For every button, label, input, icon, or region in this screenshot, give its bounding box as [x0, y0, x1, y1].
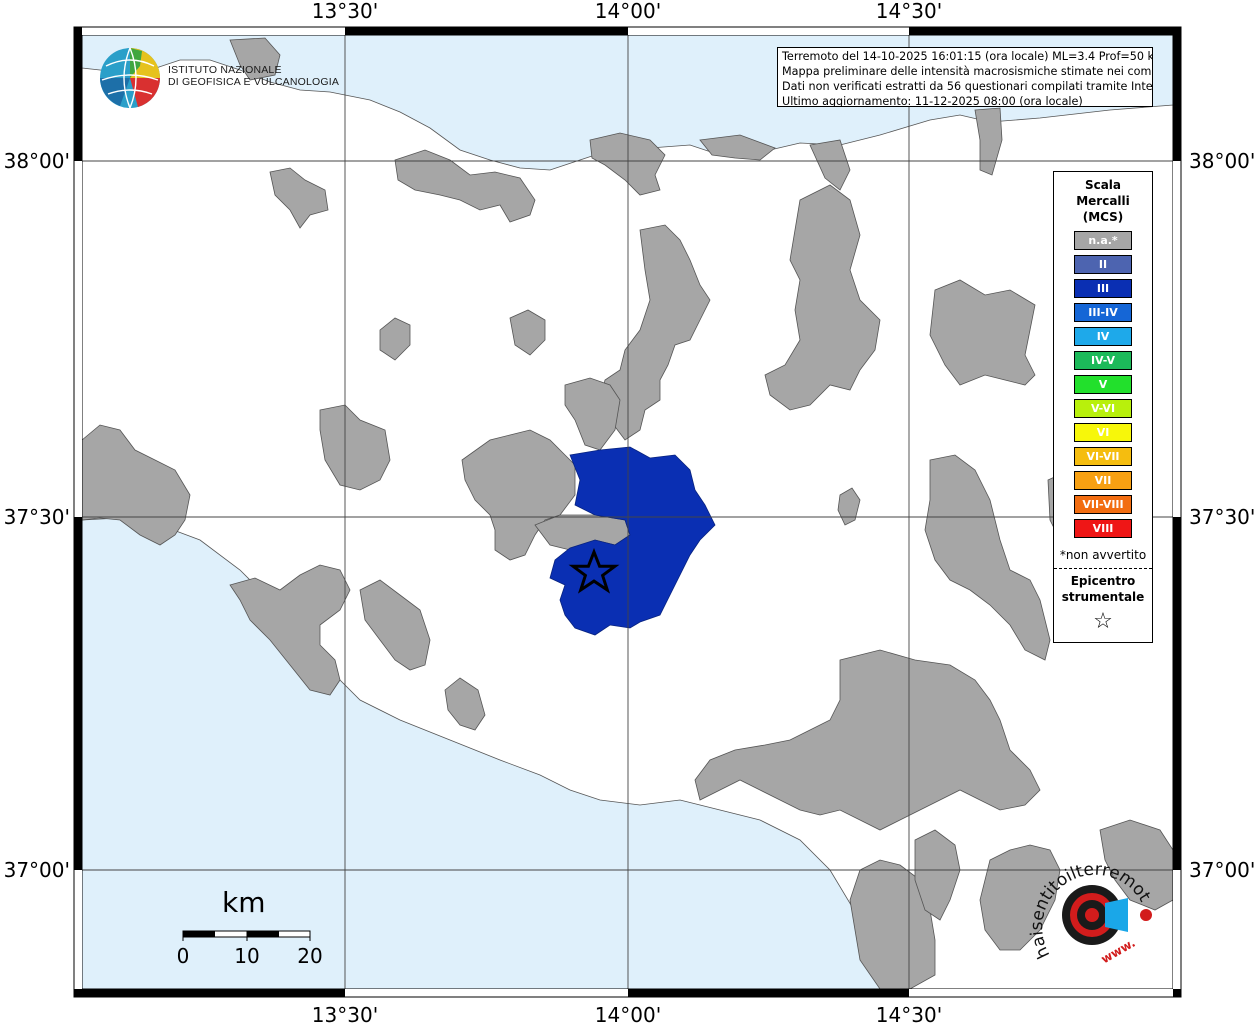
mcs-legend: Scala Mercalli (MCS) n.a.* II III III-IV IV I…: [1053, 171, 1153, 643]
lon-tick-top-3: 14°30': [876, 0, 942, 23]
legend-item-v: V: [1074, 375, 1132, 394]
legend-epicenter-line-2: strumentale: [1061, 590, 1145, 604]
lat-tick-right-1: 38°00': [1189, 149, 1255, 173]
event-info-line-2: Mappa preliminare delle intensità macros…: [782, 65, 1153, 78]
scale-bar: 0 10 20: [177, 930, 323, 968]
ingv-logo: [98, 46, 313, 110]
lon-tick-bottom-2: 14°00': [595, 1003, 661, 1024]
ingv-globe-logo: [100, 47, 161, 109]
legend-item-ivv: IV-V: [1074, 351, 1132, 370]
ingv-line-2: DI GEOFISICA E VULCANOLOGIA: [168, 76, 340, 88]
legend-item-iii: III: [1074, 279, 1132, 298]
lat-tick-left-1: 38°00': [4, 149, 70, 173]
event-info-line-4: Ultimo aggiornamento: 11-12-2025 08:00 (…: [782, 95, 1083, 107]
ingv-line-1: ISTITUTO NAZIONALE: [168, 64, 282, 76]
event-info-line-3: Dati non verificati estratti da 56 quest…: [782, 80, 1153, 93]
legend-item-vi: VI: [1074, 423, 1132, 442]
epicenter-star-icon: [568, 547, 620, 594]
star-icon: ☆: [1093, 609, 1113, 634]
lat-tick-left-3: 37°00': [4, 858, 70, 882]
scale-label-20: 20: [297, 944, 322, 968]
event-info-line-1: Terremoto del 14-10-2025 16:01:15 (ora l…: [782, 50, 1153, 63]
graticule: [82, 35, 1173, 989]
legend-epicenter: Epicentro strumentale: [1054, 573, 1152, 605]
lon-tick-top-1: 13°30': [312, 0, 378, 23]
ingv-logo-text: ISTITUTO NAZIONALE DI GEOFISICA E VULCAN…: [168, 64, 339, 88]
lon-tick-bottom-3: 14°30': [876, 1003, 942, 1024]
lon-tick-bottom-1: 13°30': [312, 1003, 378, 1024]
lon-tick-top-2: 14°00': [595, 0, 661, 23]
legend-note: *non avvertito: [1059, 548, 1147, 562]
legend-separator: [1054, 568, 1152, 569]
legend-item-iiiiv: III-IV: [1074, 303, 1132, 322]
legend-title-line-2: Mercalli: [1076, 194, 1130, 208]
lat-tick-right-3: 37°00': [1189, 858, 1255, 882]
legend-item-viiviii: VII-VIII: [1074, 495, 1132, 514]
scale-bar-title: km: [222, 886, 266, 919]
legend-items: n.a.* II III III-IV IV IV-V V V-VI VI VI-VII VII VI…: [1054, 231, 1152, 538]
seismo-target-icon: [1062, 885, 1152, 945]
legend-item-viii: VIII: [1074, 519, 1132, 538]
legend-item-vii: VII: [1074, 471, 1132, 490]
legend-title: Scala Mercalli (MCS): [1054, 177, 1152, 225]
legend-title-line-3: (MCS): [1082, 210, 1124, 224]
map-frame: [73, 26, 1182, 998]
legend-item-vvi: V-VI: [1074, 399, 1132, 418]
scale-label-0: 0: [177, 944, 190, 968]
lat-tick-left-2: 37°30': [4, 505, 70, 529]
legend-title-line-1: Scala: [1084, 178, 1122, 192]
legend-item-na: n.a.*: [1074, 231, 1132, 250]
legend-item-ii: II: [1074, 255, 1132, 274]
legend-item-iv: IV: [1074, 327, 1132, 346]
scale-label-10: 10: [234, 944, 259, 968]
legend-item-vivii: VI-VII: [1074, 447, 1132, 466]
municipalities-felt-III: [549, 446, 716, 636]
event-info-box: Terremoto del 14-10-2025 16:01:15 (ora l…: [777, 47, 1153, 107]
lat-tick-right-2: 37°30': [1189, 505, 1255, 529]
sea-islet: [229, 37, 281, 81]
municipalities-not-felt: [81, 107, 1174, 990]
legend-epicenter-line-1: Epicentro: [1070, 574, 1136, 588]
